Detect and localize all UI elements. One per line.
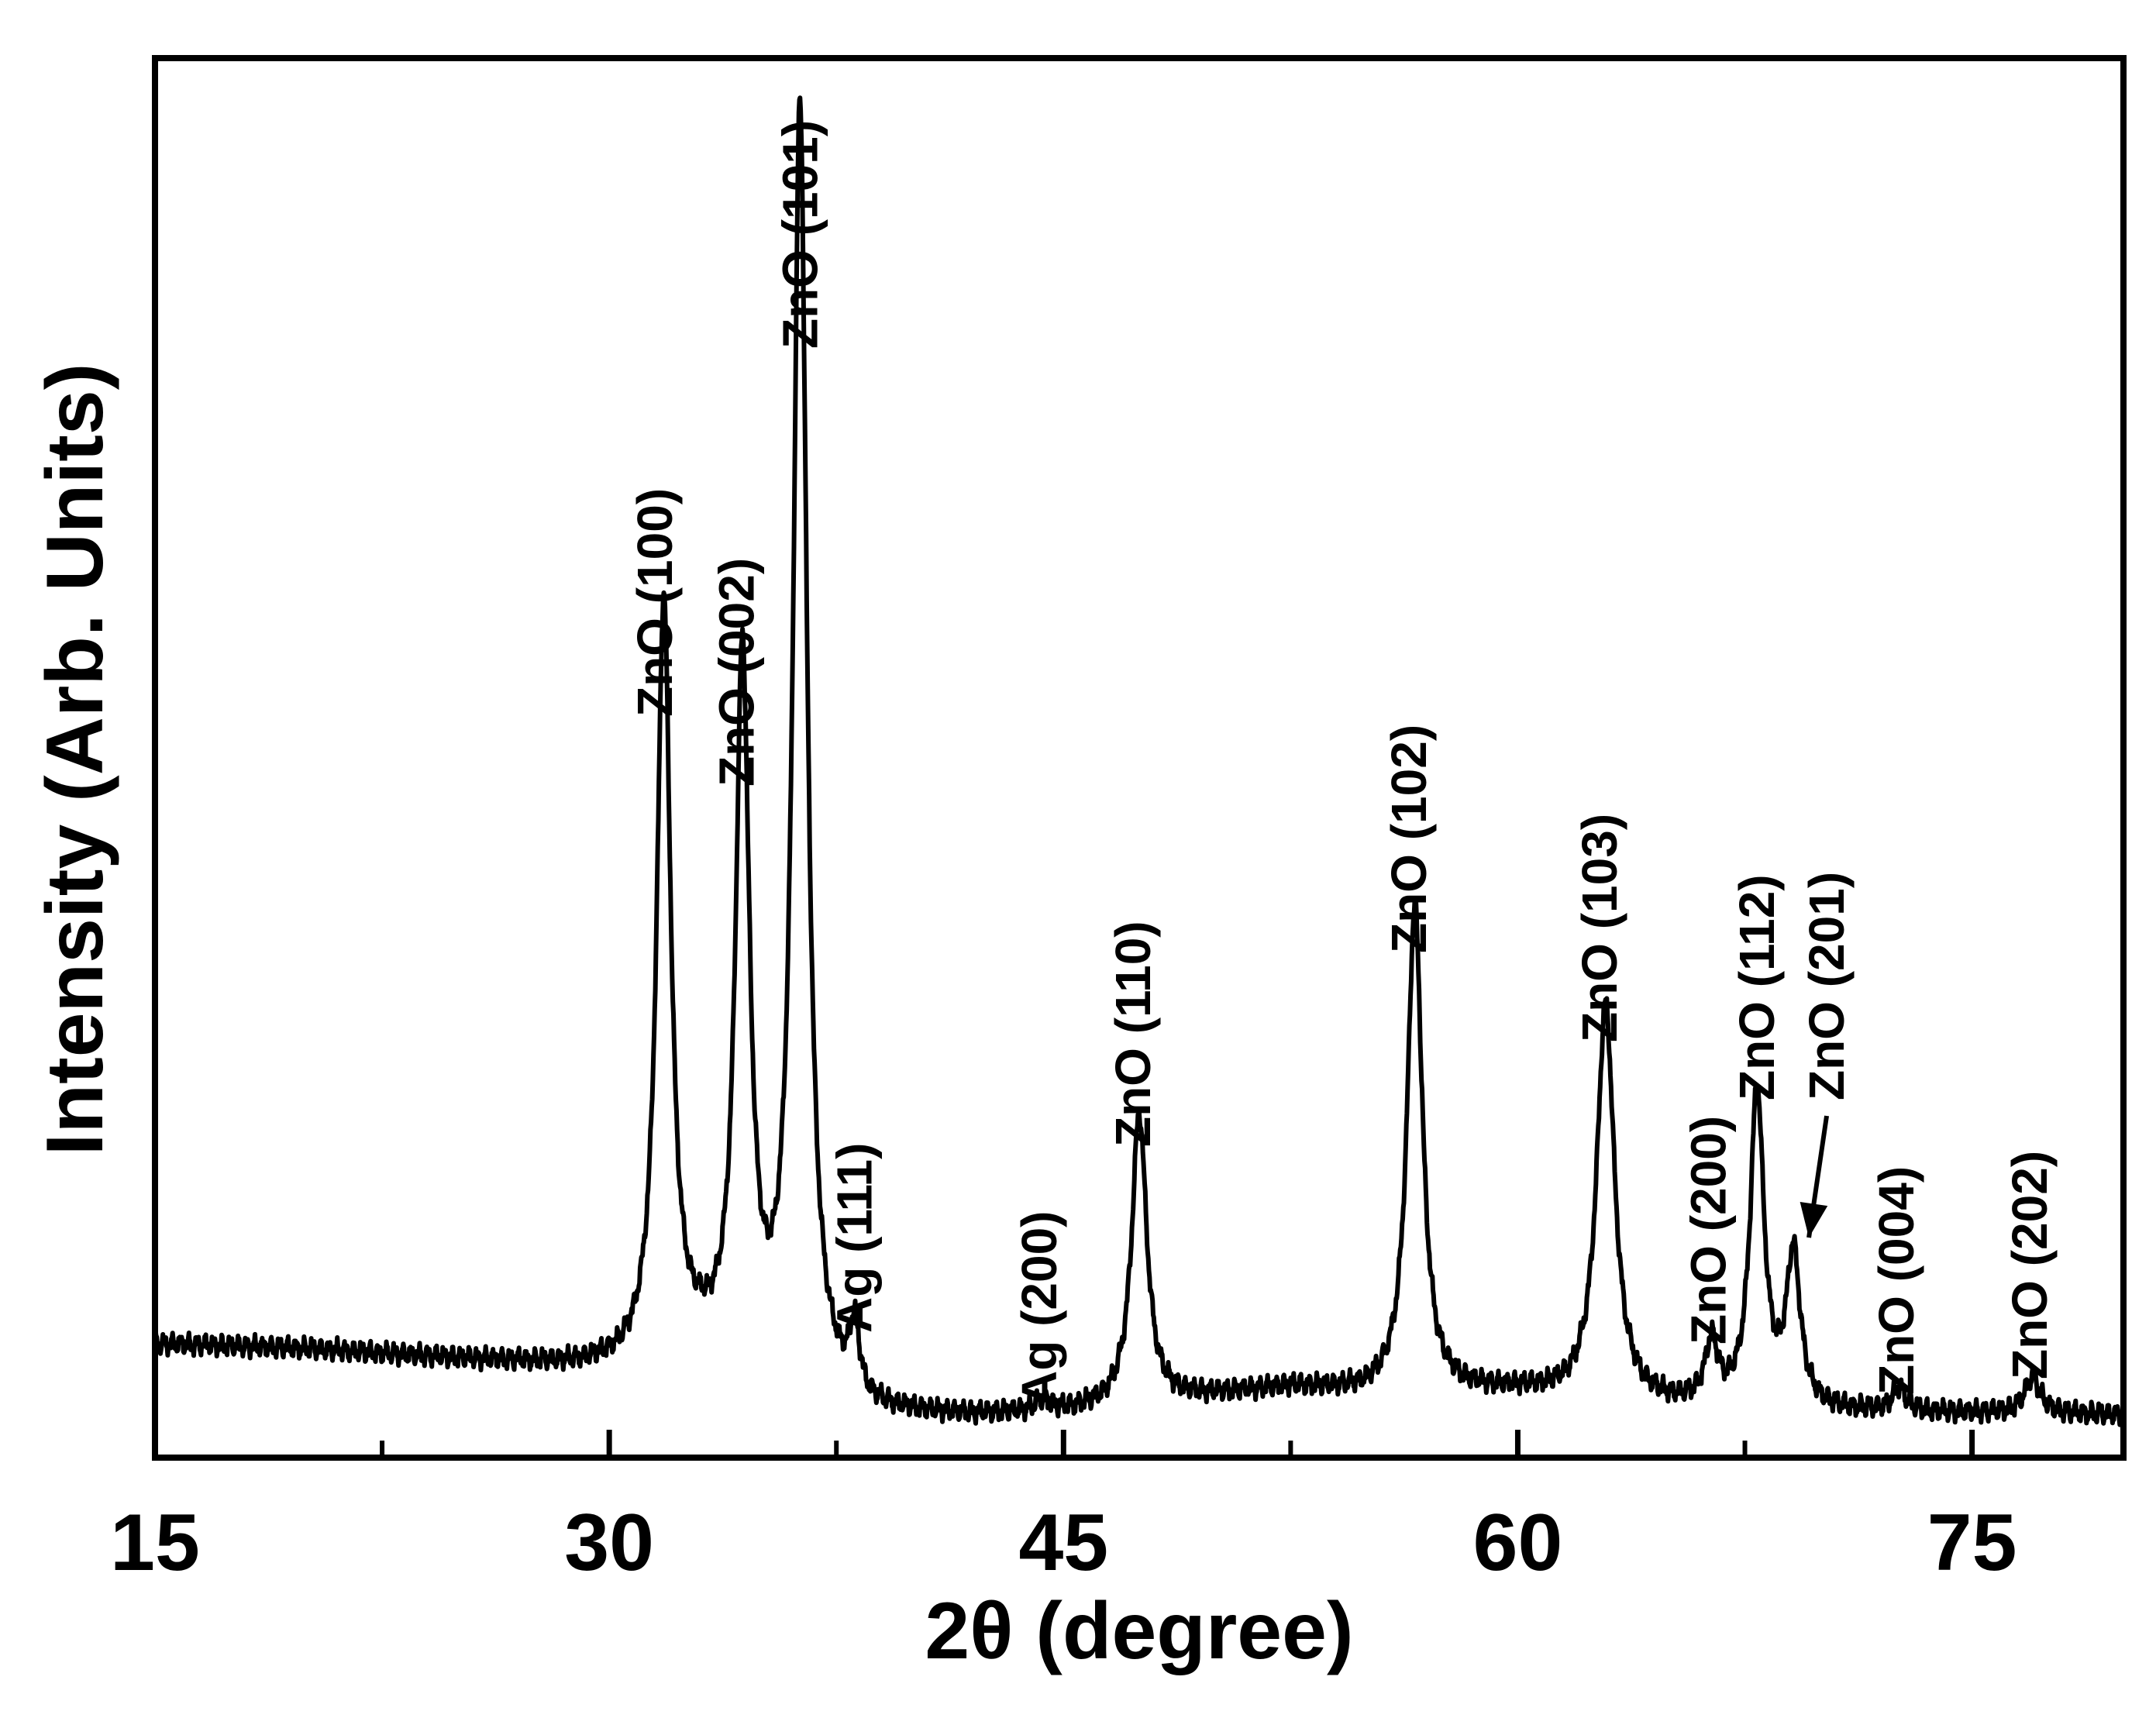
peak-label: ZnO (100): [627, 488, 683, 717]
peak-label: ZnO (112): [1729, 874, 1785, 1100]
peak-label: Ag (111): [827, 1143, 883, 1333]
arrow-head: [1800, 1201, 1828, 1238]
x-tick-label: 75: [1927, 1498, 2017, 1588]
peak-label: ZnO (200): [1681, 1116, 1737, 1344]
xrd-pattern-line: [153, 95, 2126, 1427]
y-axis-label: Intensity (Arb. Units): [30, 363, 120, 1156]
annotation-arrow: [1800, 1115, 1830, 1238]
x-axis-ticks: [152, 1430, 1975, 1458]
x-tick-label: 45: [1018, 1498, 1108, 1588]
peak-label: ZnO (102): [1381, 725, 1437, 953]
x-tick-label: 30: [564, 1498, 654, 1588]
peak-label: ZnO (101): [772, 120, 828, 349]
peak-label: ZnO (004): [1868, 1166, 1924, 1395]
peak-label: Ag (200): [1011, 1211, 1067, 1407]
x-tick-label: 15: [110, 1498, 200, 1588]
x-tick-label: 60: [1473, 1498, 1563, 1588]
peak-label: ZnO (202): [2002, 1151, 2058, 1379]
peak-label: ZnO (110): [1105, 921, 1161, 1147]
peak-label: ZnO (201): [1799, 872, 1855, 1100]
x-axis-tick-labels: 15 30 45 60 75: [110, 1498, 2017, 1588]
peak-label: ZnO (103): [1572, 814, 1627, 1042]
peak-labels: ZnO (100) ZnO (002) ZnO (101) Ag (111) Ag (2…: [627, 120, 2058, 1406]
x-axis-label: 2θ (degree): [925, 1586, 1353, 1676]
plot-frame: [152, 55, 2127, 1461]
peak-label: ZnO (002): [708, 558, 764, 787]
